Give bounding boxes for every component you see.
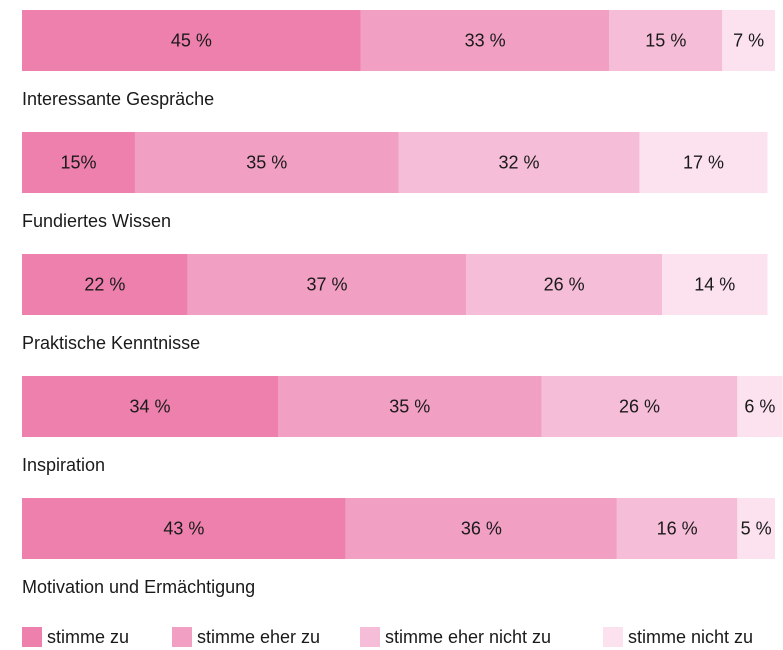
bar-segment — [737, 376, 783, 437]
category-label: Fundiertes Wissen — [22, 211, 171, 231]
bar-segment — [134, 132, 399, 193]
bar-segment — [466, 254, 663, 315]
category-label: Interessante Gespräche — [22, 89, 214, 109]
value-label: 14 % — [694, 274, 735, 294]
legend-swatch — [603, 627, 623, 647]
bar-segment — [398, 132, 640, 193]
value-label: 32 % — [498, 152, 539, 172]
legend-label: stimme nicht zu — [628, 627, 753, 647]
legend-label: stimme zu — [47, 627, 129, 647]
category-label: Inspiration — [22, 455, 105, 475]
legend-label: stimme eher zu — [197, 627, 320, 647]
value-label: 22 % — [84, 274, 125, 294]
bar-segment — [278, 376, 542, 437]
bar-segment — [22, 10, 361, 71]
bar-segment — [737, 498, 775, 559]
value-label: 26 % — [544, 274, 585, 294]
bar-segment — [639, 132, 768, 193]
bar-segment — [187, 254, 467, 315]
value-label: 37 % — [306, 274, 347, 294]
bar-segment — [609, 10, 723, 71]
value-label: 26 % — [619, 396, 660, 416]
value-label: 6 % — [744, 396, 775, 416]
value-label: 35 % — [389, 396, 430, 416]
value-label: 45 % — [171, 30, 212, 50]
bar-segment — [616, 498, 738, 559]
bar-segment — [22, 498, 346, 559]
value-label: 33 % — [465, 30, 506, 50]
bar-segment — [22, 376, 279, 437]
category-label: Motivation und Ermächtigung — [22, 577, 255, 597]
bar-segment — [662, 254, 768, 315]
value-label: 36 % — [461, 518, 502, 538]
value-label: 15% — [60, 152, 96, 172]
value-label: 43 % — [163, 518, 204, 538]
bar-segment — [345, 498, 617, 559]
value-label: 15 % — [645, 30, 686, 50]
value-label: 16 % — [657, 518, 698, 538]
value-label: 7 % — [733, 30, 764, 50]
bar-segment — [22, 132, 135, 193]
legend-swatch — [172, 627, 192, 647]
category-label: Praktische Kenntnisse — [22, 333, 200, 353]
bar-segment — [360, 10, 610, 71]
bar-segment — [722, 10, 775, 71]
legend-swatch — [22, 627, 42, 647]
legend-swatch — [360, 627, 380, 647]
value-label: 35 % — [246, 152, 287, 172]
value-label: 34 % — [129, 396, 170, 416]
bar-segment — [541, 376, 738, 437]
value-label: 5 % — [741, 518, 772, 538]
bar-segment — [22, 254, 188, 315]
value-label: 17 % — [683, 152, 724, 172]
legend-label: stimme eher nicht zu — [385, 627, 551, 647]
